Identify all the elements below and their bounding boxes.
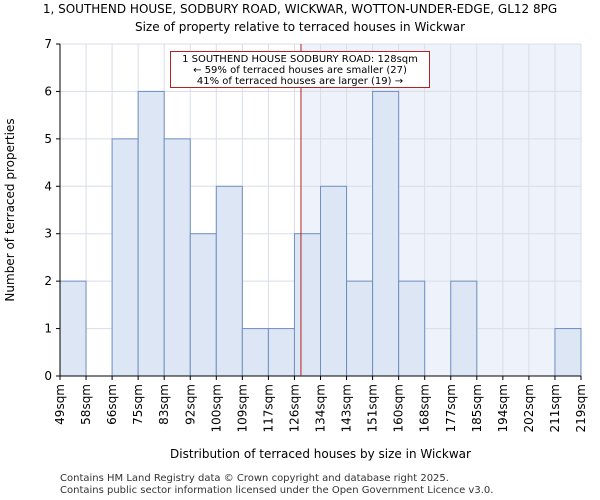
y-tick-label: 0 <box>44 369 52 383</box>
x-tick-label: 117sqm <box>261 384 275 432</box>
x-tick-label: 92sqm <box>183 384 197 425</box>
x-tick-label: 126sqm <box>287 384 301 432</box>
x-tick-label: 211sqm <box>548 384 562 432</box>
histogram-bar <box>398 280 426 377</box>
y-tick-label: 4 <box>44 179 52 193</box>
chart-subtitle: Size of property relative to terraced ho… <box>134 20 466 34</box>
footer-line-2: Contains public sector information licen… <box>60 485 494 496</box>
annotation-line-1: 1 SOUTHEND HOUSE SODBURY ROAD: 128sqm <box>182 54 418 65</box>
histogram-bar <box>554 328 582 377</box>
y-tick-label: 1 <box>44 322 52 336</box>
histogram-bar <box>215 185 243 377</box>
y-axis-label: Number of terraced properties <box>3 118 17 301</box>
histogram-bar <box>450 280 478 377</box>
x-tick-label: 168sqm <box>418 384 432 432</box>
x-tick-label: 49sqm <box>53 384 67 425</box>
x-axis-label: Distribution of terraced houses by size … <box>170 447 471 461</box>
x-tick-label: 100sqm <box>209 384 223 432</box>
x-tick-label: 58sqm <box>79 384 93 425</box>
x-tick-label: 185sqm <box>470 384 484 432</box>
x-tick-label: 202sqm <box>522 384 536 432</box>
histogram-bar <box>372 90 400 377</box>
x-tick-label: 194sqm <box>496 384 510 432</box>
y-tick-label: 7 <box>44 37 52 51</box>
histogram-bar <box>346 280 374 377</box>
chart-title: 1, SOUTHEND HOUSE, SODBURY ROAD, WICKWAR… <box>42 2 558 16</box>
histogram-bar <box>293 233 322 377</box>
annotation-line-2: ← 59% of terraced houses are smaller (27… <box>193 65 407 76</box>
x-tick-label: 83sqm <box>157 384 171 425</box>
x-tick-label: 177sqm <box>444 384 458 432</box>
annotation-box: 1 SOUTHEND HOUSE SODBURY ROAD: 128sqm ← … <box>170 51 430 88</box>
histogram-bar <box>189 233 217 377</box>
x-tick-label: 75sqm <box>131 384 145 425</box>
y-tick-label: 2 <box>44 274 52 288</box>
histogram-bar <box>111 138 139 377</box>
x-tick-label: 160sqm <box>392 384 406 432</box>
x-tick-label: 66sqm <box>105 384 119 425</box>
x-tick-label: 219sqm <box>574 384 588 432</box>
x-tick-label: 109sqm <box>235 384 249 432</box>
histogram-bar <box>241 328 269 377</box>
x-tick-label: 143sqm <box>340 384 354 432</box>
x-tick-label: 151sqm <box>366 384 380 432</box>
footer-line-1: Contains HM Land Registry data © Crown c… <box>60 473 449 484</box>
histogram-bar <box>320 185 348 377</box>
x-tick-label: 134sqm <box>314 384 328 432</box>
annotation-line-3: 41% of terraced houses are larger (19) → <box>196 76 404 87</box>
histogram-bar <box>59 280 87 377</box>
histogram-bar <box>137 90 165 377</box>
y-tick-label: 3 <box>44 227 52 241</box>
histogram-bar <box>267 328 295 377</box>
histogram-bar <box>163 138 191 377</box>
y-tick-label: 5 <box>44 132 52 146</box>
y-tick-label: 6 <box>44 84 52 98</box>
